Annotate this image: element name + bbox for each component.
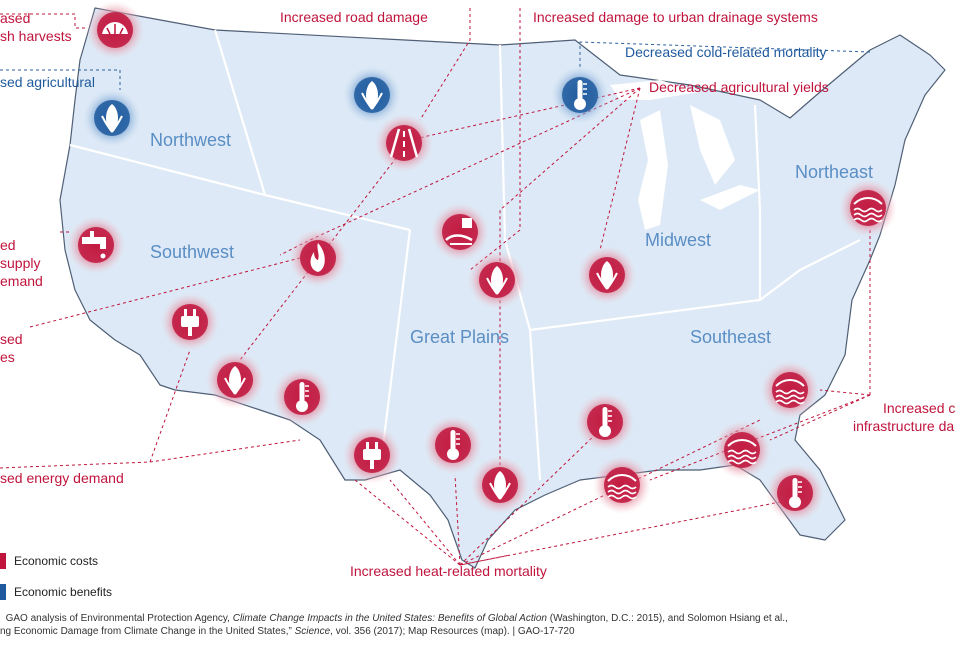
label-ag-benefit: sed agricultural: [0, 74, 95, 90]
thermometer-icon: [424, 416, 482, 474]
wildfire-icon: [289, 229, 347, 287]
legend-benefits-label: Economic benefits: [14, 585, 113, 599]
label-water-line3: emand: [0, 273, 43, 289]
plug-icon: [161, 293, 219, 351]
leader-line: [0, 69, 121, 90]
region-southwest: Southwest: [150, 242, 235, 262]
source-note: GAO analysis of Environmental Protection…: [0, 612, 960, 638]
coastal-flooding-icon: [839, 179, 897, 237]
lake-erie: [700, 185, 760, 210]
road-icon: [375, 114, 433, 172]
leader-line: [459, 419, 761, 566]
label-ag-yields: Decreased agricultural yields: [649, 79, 829, 95]
leader-line: [0, 13, 88, 29]
corn-benefit-icon: [83, 89, 141, 147]
leader-line: [389, 479, 461, 566]
label-wildfire-line2: es: [0, 349, 15, 365]
lake-huron: [690, 105, 735, 185]
legend-benefit-swatch: [0, 584, 6, 600]
legend-benefits: Economic benefits: [0, 584, 112, 600]
legend-costs-label: Economic costs: [14, 554, 99, 568]
label-water-line1: ed: [0, 237, 16, 253]
label-coastal-line1: Increased c: [883, 400, 956, 416]
leader-line: [469, 8, 521, 271]
leader-line: [29, 257, 301, 328]
leader-line: [499, 87, 641, 470]
label-road-damage: Increased road damage: [280, 9, 428, 25]
impact-icons: [67, 1, 897, 522]
leader-line: [279, 87, 641, 256]
leader-line: [599, 87, 641, 251]
leader-line: [354, 479, 511, 566]
leader-line: [149, 439, 301, 463]
leader-line: [149, 349, 191, 463]
label-energy-demand: sed energy demand: [0, 470, 124, 486]
leader-line: [0, 461, 151, 469]
legend-costs: Economic costs: [0, 553, 98, 569]
corn-icon: [471, 456, 529, 514]
leader-line: [419, 8, 471, 121]
label-shellfish-line1: ased: [0, 10, 31, 26]
coastal-flooding-icon: [593, 456, 651, 514]
label-water-line2: supply: [0, 255, 41, 271]
leader-line: [579, 41, 871, 70]
leader-line: [459, 499, 791, 566]
shellfish-icon: [86, 1, 144, 59]
leader-line: [459, 429, 601, 566]
plug-icon: [343, 426, 401, 484]
label-wildfire-line1: sed: [0, 331, 23, 347]
label-heat-mortality: Increased heat-related mortality: [350, 563, 547, 579]
region-great-plains: Great Plains: [410, 327, 510, 347]
lake-superior: [610, 80, 700, 100]
label-cold-mortality: Decreased cold-related mortality: [625, 44, 827, 60]
region-southeast: Southeast: [690, 327, 772, 347]
thermometer-icon: [576, 393, 634, 451]
corn-icon: [578, 246, 636, 304]
region-northwest: Northwest: [150, 130, 232, 150]
thermometer-icon: [273, 368, 331, 426]
faucet-icon: [67, 216, 125, 274]
source-line-2: ng Economic Damage from Climate Change i…: [0, 626, 575, 637]
corn-benefit-icon: [343, 66, 401, 124]
lake-michigan: [638, 110, 668, 230]
coastal-flooding-icon: [713, 421, 771, 479]
leader-line: [769, 394, 871, 441]
thermometer-benefit-icon: [551, 66, 609, 124]
leader-line: [819, 389, 871, 396]
region-midwest: Midwest: [645, 230, 712, 250]
thermometer-icon: [766, 464, 824, 522]
label-drainage: Increased damage to urban drainage syste…: [533, 9, 818, 25]
coastal-flooding-icon: [761, 361, 819, 419]
label-shellfish-line2: sh harvests: [0, 28, 72, 44]
corn-icon: [468, 251, 526, 309]
drain-icon: [431, 203, 489, 261]
corn-icon: [206, 351, 264, 409]
region-northeast: Northeast: [795, 162, 874, 182]
source-line-1: GAO analysis of Environmental Protection…: [5, 613, 788, 624]
legend-cost-swatch: [0, 553, 6, 569]
label-coastal-line2: infrastructure da: [853, 418, 955, 434]
